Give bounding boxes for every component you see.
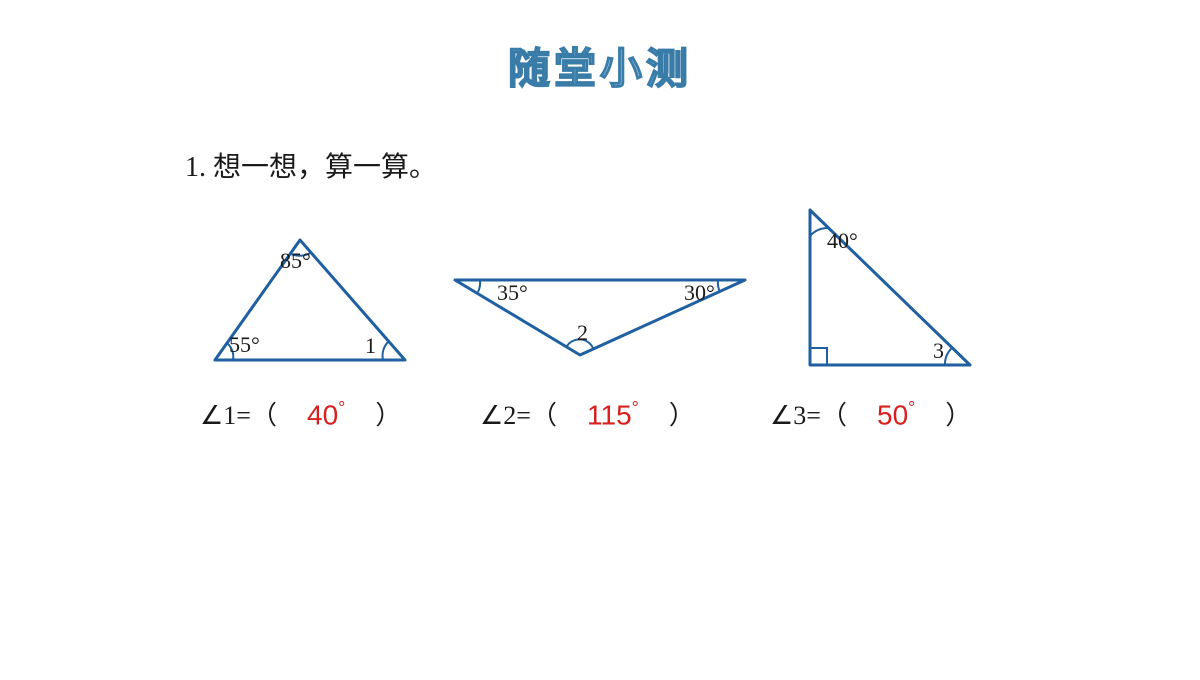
- answer-2-value: 115°: [587, 398, 639, 431]
- answer-3-label: ∠3=: [770, 401, 821, 431]
- svg-text:35°: 35°: [497, 280, 528, 305]
- svg-text:85°: 85°: [280, 248, 311, 273]
- paren-open: （: [821, 395, 873, 432]
- paren-close: ）: [919, 395, 971, 432]
- triangle-3: 40° 3: [785, 200, 995, 380]
- answer-3: ∠3= （ 50° ）: [770, 395, 971, 432]
- paren-open: （: [531, 395, 583, 432]
- answer-1: ∠1= （ 40° ）: [200, 395, 401, 432]
- svg-text:1: 1: [365, 333, 376, 358]
- question-text: 1. 想一想，算一算。: [185, 145, 437, 185]
- paren-close: ）: [643, 395, 695, 432]
- svg-text:30°: 30°: [684, 280, 715, 305]
- triangle-2: 35° 30° 2: [435, 260, 765, 380]
- svg-text:3: 3: [933, 338, 944, 363]
- svg-text:40°: 40°: [827, 228, 858, 253]
- answer-1-value: 40°: [307, 398, 345, 431]
- svg-text:2: 2: [577, 320, 588, 345]
- triangle-1: 85° 55° 1: [185, 200, 445, 370]
- answer-3-value: 50°: [877, 398, 915, 431]
- page-title: 随堂小测: [0, 0, 1200, 96]
- answer-2: ∠2= （ 115° ）: [480, 395, 695, 432]
- paren-open: （: [251, 395, 303, 432]
- diagrams-container: 85° 55° 1 35° 30° 2 40° 3: [185, 200, 985, 400]
- paren-close: ）: [349, 395, 401, 432]
- svg-text:55°: 55°: [229, 332, 260, 357]
- answer-1-label: ∠1=: [200, 401, 251, 431]
- answer-2-label: ∠2=: [480, 401, 531, 431]
